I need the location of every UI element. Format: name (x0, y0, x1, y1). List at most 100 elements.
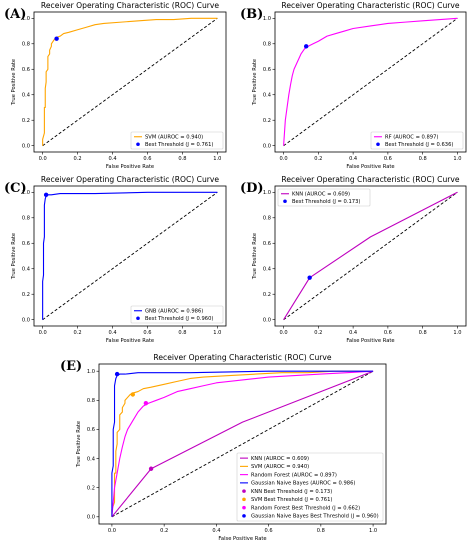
legend-entry: Best Threshold (J = 0.173) (292, 199, 360, 205)
roc-panel: (E) Receiver Operating Characteristic (RO… (60, 353, 387, 542)
y-tick-label: 0.0 (87, 515, 95, 521)
best-threshold-point (143, 401, 149, 406)
chart-title: Receiver Operating Characteristic (ROC) … (153, 353, 332, 362)
y-tick-label: 0.4 (22, 93, 30, 99)
x-tick-label: 0.4 (108, 330, 116, 336)
x-tick-label: 1.0 (453, 156, 461, 162)
legend-box (130, 131, 224, 150)
x-tick-label: 0.4 (349, 330, 357, 336)
chance-diagonal (283, 191, 458, 321)
legend-entry: RF (AUROC = 0.897) (385, 135, 438, 141)
x-tick-label: 0.6 (143, 156, 151, 162)
legend-point-swatch (242, 514, 246, 518)
y-tick-label: 0.8 (22, 42, 30, 48)
roc-curve-line (42, 191, 218, 320)
legend-point-swatch (242, 489, 246, 493)
panel-label: (A) (4, 7, 26, 22)
legend-entry: SVM (AUROC = 0.940) (251, 464, 309, 470)
chart-title: Receiver Operating Characteristic (ROC) … (281, 1, 460, 10)
chart-title: Receiver Operating Characteristic (ROC) … (281, 175, 460, 184)
x-tick-label: 0.2 (160, 528, 168, 534)
y-axis-label: True Positive Rate (252, 59, 258, 106)
y-tick-label: 0.2 (263, 292, 271, 298)
roc-curve-line (283, 191, 458, 320)
y-tick-label: 1.0 (87, 369, 95, 375)
y-tick-label: 0.8 (22, 216, 30, 222)
y-tick-label: 0.0 (22, 318, 30, 324)
legend-point-swatch (136, 142, 140, 147)
y-tick-label: 1.0 (263, 16, 271, 22)
y-tick-label: 0.6 (22, 241, 30, 247)
x-tick-label: 0.6 (265, 528, 273, 534)
y-tick-label: 0.8 (87, 398, 95, 404)
chart-title: Receiver Operating Characteristic (ROC) … (41, 175, 220, 184)
y-tick-label: 0.4 (22, 267, 30, 273)
x-tick-label: 1.0 (453, 330, 461, 336)
legend-entry: Random Forest (AUROC = 0.897) (251, 472, 337, 478)
x-tick-label: 0.4 (108, 156, 116, 162)
legend-box (130, 305, 224, 324)
plot-frame (33, 11, 227, 153)
x-tick-label: 1.0 (213, 156, 221, 162)
legend-point-swatch (242, 497, 246, 502)
roc-curve-line (111, 370, 374, 518)
legend-box (277, 188, 371, 207)
y-tick-label: 0.0 (263, 318, 271, 324)
legend-entry: Best Threshold (J = 0.761) (145, 142, 213, 148)
best-threshold-point (114, 371, 120, 377)
x-tick-label: 1.0 (369, 528, 377, 534)
panel-label: (B) (240, 7, 263, 22)
roc-panel: (D) Receiver Operating Characteristic (RO… (240, 175, 467, 344)
x-tick-label: 0.8 (178, 156, 186, 162)
y-tick-label: 0.2 (22, 118, 30, 124)
legend-point-swatch (136, 316, 140, 321)
y-tick-label: 0.6 (263, 67, 271, 73)
legend-entry: Best Threshold (J = 0.636) (385, 142, 453, 148)
x-tick-label: 0.8 (317, 528, 325, 534)
roc-curve-line (111, 370, 374, 517)
panel-label: (C) (4, 181, 27, 196)
chance-diagonal (42, 191, 218, 321)
legend-entry: Best Threshold (J = 0.960) (145, 316, 213, 322)
x-tick-label: 0.6 (384, 330, 392, 336)
y-axis-label: True Positive Rate (11, 59, 17, 106)
x-tick-label: 0.8 (419, 330, 427, 336)
legend-entry: KNN (AUROC = 0.609) (251, 456, 309, 462)
y-tick-label: 1.0 (22, 190, 30, 196)
y-tick-label: 1.0 (22, 16, 30, 22)
x-tick-label: 0.0 (280, 330, 288, 336)
y-axis-label: True Positive Rate (76, 421, 82, 468)
roc-curve-line (111, 370, 374, 517)
legend-entry: Gaussian Naive Bayes (AUROC = 0.986) (251, 481, 355, 487)
y-tick-label: 0.6 (22, 67, 30, 73)
y-tick-label: 0.2 (263, 118, 271, 124)
x-axis-label: False Positive Rate (106, 164, 154, 170)
roc-curve-line (283, 17, 458, 146)
best-threshold-point (307, 275, 312, 280)
legend-entry: Gaussian Naive Bayes Best Threshold (J =… (251, 514, 379, 520)
y-tick-label: 0.4 (87, 456, 95, 462)
legend-entry: KNN Best Threshold (J = 0.173) (251, 489, 332, 495)
y-tick-label: 0.8 (263, 42, 271, 48)
roc-panel: (C) Receiver Operating Characteristic (RO… (4, 175, 227, 344)
best-threshold-point (148, 466, 154, 471)
legend-box (370, 131, 464, 150)
y-tick-label: 0.4 (263, 267, 271, 273)
plot-frame (274, 185, 467, 327)
y-axis-label: True Positive Rate (11, 233, 17, 280)
plot-frame (98, 363, 387, 525)
legend-entry: GNB (AUROC = 0.986) (145, 309, 203, 315)
roc-curve-line (111, 370, 374, 517)
roc-panel: (A) Receiver Operating Characteristic (RO… (4, 1, 227, 170)
y-tick-label: 0.8 (263, 216, 271, 222)
x-tick-label: 0.2 (314, 156, 322, 162)
x-tick-label: 0.0 (39, 156, 47, 162)
chance-diagonal (42, 17, 218, 147)
y-tick-label: 0.6 (87, 427, 95, 433)
x-axis-label: False Positive Rate (346, 164, 394, 170)
y-tick-label: 0.2 (87, 485, 95, 491)
legend-entry: SVM (AUROC = 0.940) (145, 135, 203, 141)
legend-point-swatch (376, 142, 380, 147)
legend-entry: SVM Best Threshold (J = 0.761) (251, 497, 332, 503)
